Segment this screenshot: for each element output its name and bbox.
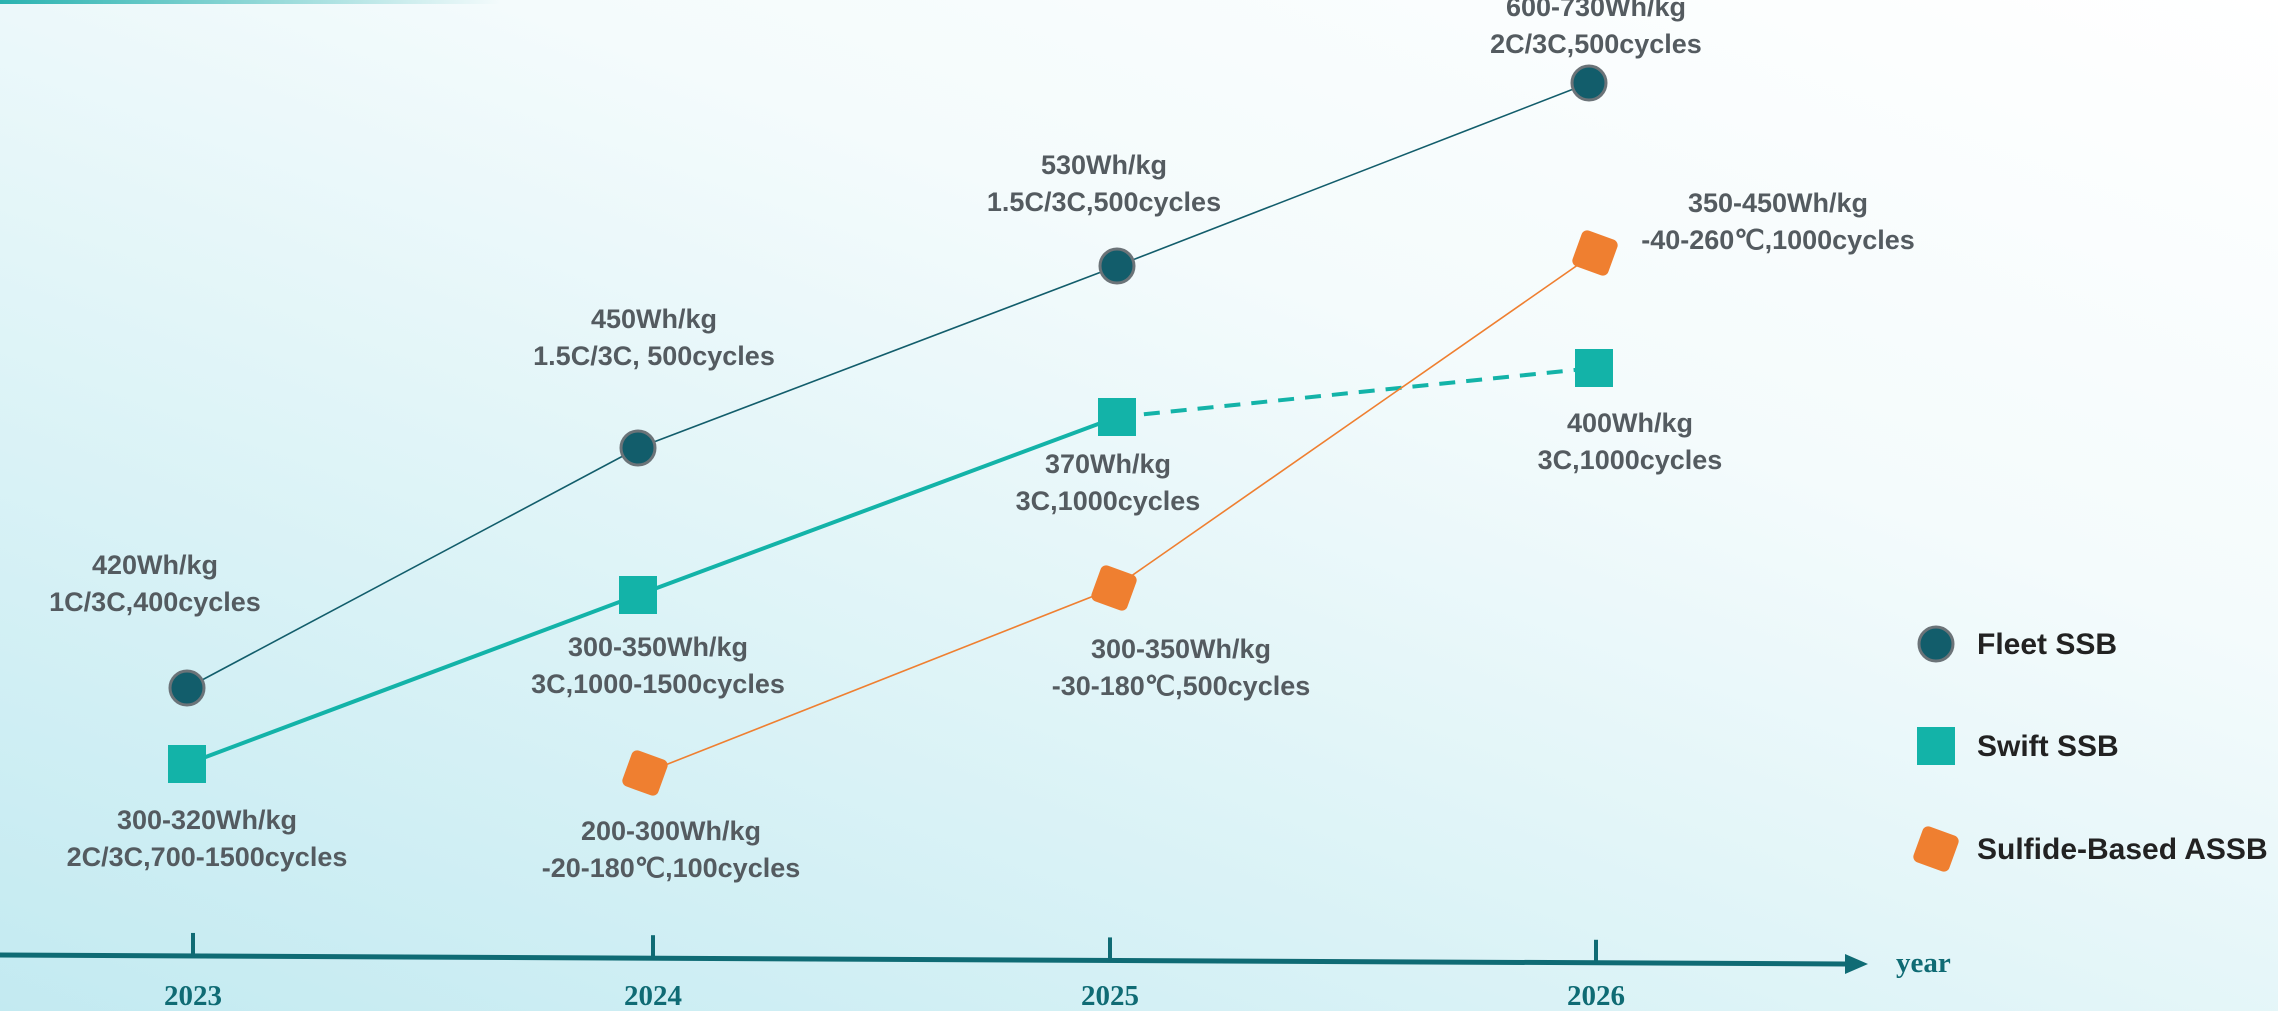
point-sulfide-based-assb-2026 — [1572, 230, 1618, 276]
point-fleet-ssb-2025 — [1098, 247, 1136, 285]
spec: 3C,1000cycles — [1016, 486, 1201, 516]
spec: 2C/3C,700-1500cycles — [67, 842, 348, 872]
data-label-sulfide-based-assb-2025: 300-350Wh/kg -30-180℃,500cycles — [1052, 634, 1311, 701]
x-axis-arrowhead — [1845, 954, 1868, 974]
point-sulfide-based-assb-2024 — [622, 750, 668, 796]
legend-label-fleet-ssb: Fleet SSB — [1977, 628, 2117, 661]
point-fleet-ssb-2023 — [168, 669, 206, 707]
data-label-fleet-ssb-2024: 450Wh/kg 1.5C/3C, 500cycles — [533, 304, 775, 371]
point-swift-ssb-2025 — [1098, 398, 1136, 436]
data-label-swift-ssb-2026: 400Wh/kg 3C,1000cycles — [1538, 408, 1723, 475]
point-swift-ssb-2023 — [168, 745, 206, 783]
x-axis-title: year — [1896, 947, 1951, 979]
spec: -30-180℃,500cycles — [1052, 671, 1311, 701]
x-axis: 2023 2024 2025 2026 year — [0, 932, 1951, 1011]
data-label-fleet-ssb-2023: 420Wh/kg 1C/3C,400cycles — [49, 550, 261, 617]
data-label-fleet-ssb-2025: 530Wh/kg 1.5C/3C,500cycles — [987, 150, 1221, 217]
legend-marker-sulfide-based-assb — [1913, 826, 1959, 872]
data-label-sulfide-based-assb-2024: 200-300Wh/kg -20-180℃,100cycles — [542, 816, 801, 883]
legend-marker-swift-ssb — [1917, 727, 1955, 765]
x-tick-label-2026: 2026 — [1567, 980, 1625, 1011]
spec: 1.5C/3C,500cycles — [987, 187, 1221, 217]
spec: -20-180℃,100cycles — [542, 853, 801, 883]
data-label-fleet-ssb-2026: 600-730Wh/kg 2C/3C,500cycles — [1490, 0, 1702, 59]
energy-density: 370Wh/kg — [1045, 449, 1171, 479]
data-label-swift-ssb-2023: 300-320Wh/kg 2C/3C,700-1500cycles — [67, 805, 348, 872]
spec: 1C/3C,400cycles — [49, 587, 261, 617]
series-lines — [186, 82, 1596, 774]
x-tick-label-2023: 2023 — [164, 980, 222, 1011]
legend: Fleet SSB Swift SSB Sulfide-Based ASSB — [1913, 625, 2268, 872]
data-label-swift-ssb-2024: 300-350Wh/kg 3C,1000-1500cycles — [531, 632, 785, 699]
legend-label-sulfide-based-assb: Sulfide-Based ASSB — [1977, 833, 2268, 866]
point-fleet-ssb-2024 — [619, 429, 657, 467]
energy-density: 200-300Wh/kg — [581, 816, 761, 846]
point-fleet-ssb-2026 — [1570, 64, 1608, 102]
x-tick-label-2025: 2025 — [1081, 980, 1139, 1011]
x-tick-label-2024: 2024 — [624, 980, 682, 1011]
data-labels: 420Wh/kg 1C/3C,400cycles 450Wh/kg 1.5C/3C, … — [49, 0, 1915, 883]
line-swift-ssb-projection — [1116, 366, 1595, 419]
energy-density: 530Wh/kg — [1041, 150, 1167, 180]
point-swift-ssb-2024 — [619, 576, 657, 614]
energy-density: 350-450Wh/kg — [1688, 188, 1868, 218]
legend-marker-fleet-ssb — [1917, 625, 1955, 663]
energy-density: 450Wh/kg — [591, 304, 717, 334]
energy-density: 300-350Wh/kg — [568, 632, 748, 662]
spec: 3C,1000-1500cycles — [531, 669, 785, 699]
series-markers — [168, 64, 1618, 796]
energy-density: 400Wh/kg — [1567, 408, 1693, 438]
point-sulfide-based-assb-2025 — [1091, 565, 1137, 611]
legend-label-swift-ssb: Swift SSB — [1977, 730, 2119, 763]
spec: -40-260℃,1000cycles — [1641, 225, 1915, 255]
line-fleet-ssb — [186, 82, 1590, 689]
energy-density: 300-320Wh/kg — [117, 805, 297, 835]
point-swift-ssb-2026 — [1575, 349, 1613, 387]
energy-density: 600-730Wh/kg — [1506, 0, 1686, 22]
data-label-swift-ssb-2025: 370Wh/kg 3C,1000cycles — [1016, 449, 1201, 516]
spec: 3C,1000cycles — [1538, 445, 1723, 475]
data-label-sulfide-based-assb-2026: 350-450Wh/kg -40-260℃,1000cycles — [1641, 188, 1915, 255]
spec: 2C/3C,500cycles — [1490, 29, 1702, 59]
x-axis-line — [0, 952, 1846, 967]
energy-density: 420Wh/kg — [92, 550, 218, 580]
top-accent-bar — [0, 0, 500, 4]
spec: 1.5C/3C, 500cycles — [533, 341, 775, 371]
energy-density: 300-350Wh/kg — [1091, 634, 1271, 664]
